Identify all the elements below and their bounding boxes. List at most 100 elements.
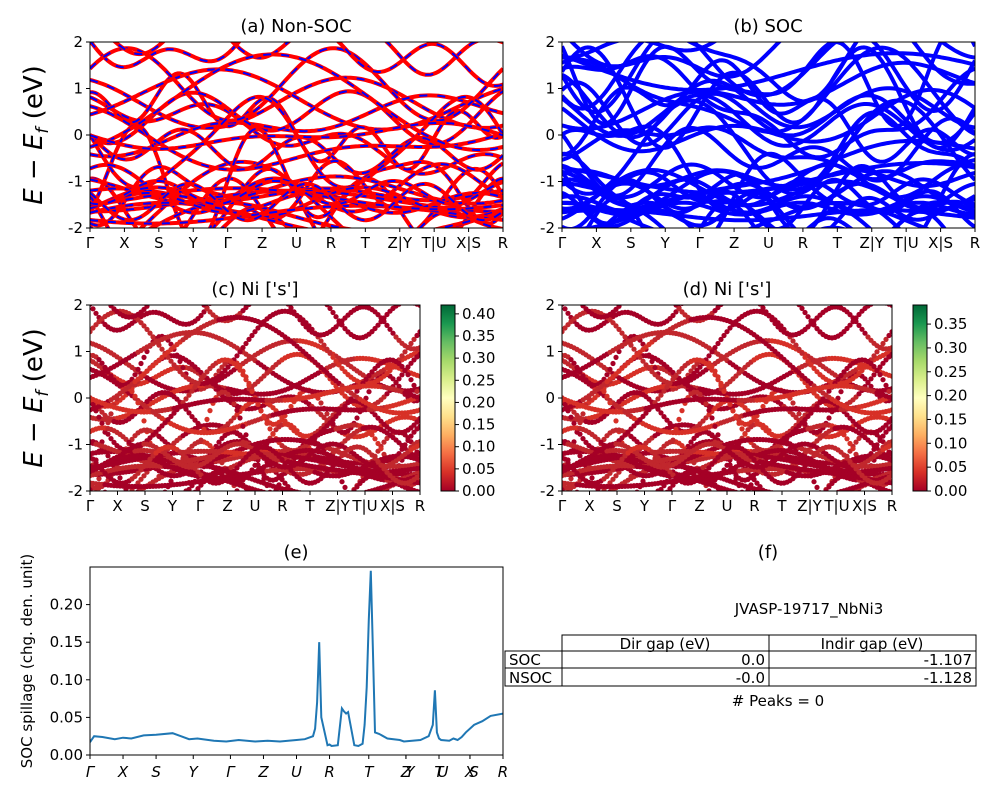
band-point xyxy=(775,291,780,296)
band-point xyxy=(354,415,360,421)
y-tick-label: 0 xyxy=(545,126,555,144)
band-point xyxy=(787,515,792,520)
band-point xyxy=(811,529,816,534)
band-point xyxy=(264,502,269,507)
band-point xyxy=(321,342,327,348)
band-point xyxy=(105,431,111,437)
band-point xyxy=(180,502,185,507)
band-point xyxy=(96,506,101,511)
panel-f-title: (f) xyxy=(758,542,778,563)
band-point xyxy=(90,306,96,312)
band-point xyxy=(267,491,272,496)
band-point xyxy=(99,360,105,366)
band-point xyxy=(126,521,131,526)
band-dash xyxy=(90,159,503,227)
band-point xyxy=(240,458,246,464)
band-point xyxy=(156,499,161,504)
band-point xyxy=(880,506,885,511)
band-point xyxy=(228,472,234,478)
band-point xyxy=(318,493,323,498)
band-point xyxy=(871,372,877,378)
band-point xyxy=(294,313,300,319)
y-tick-label: 2 xyxy=(73,33,83,51)
band-point xyxy=(354,388,360,394)
band-point xyxy=(327,305,333,311)
band-point xyxy=(120,518,125,523)
band-point xyxy=(240,345,246,351)
band-point xyxy=(796,522,801,527)
band-point xyxy=(417,480,420,486)
band-point xyxy=(568,357,574,363)
band-point xyxy=(96,463,102,469)
band-point xyxy=(417,373,420,379)
band-ylabel-top: E − Ef (eV) xyxy=(19,65,53,205)
band-point xyxy=(369,432,375,438)
band-point xyxy=(183,499,188,504)
band-point xyxy=(706,272,711,277)
band-point xyxy=(279,457,285,463)
band-point xyxy=(417,395,420,401)
band-point xyxy=(141,323,147,329)
band-point xyxy=(159,510,164,515)
band-point xyxy=(393,334,399,340)
band-point xyxy=(868,376,874,382)
x-tick-label: X|S xyxy=(456,234,481,252)
band-point xyxy=(276,453,282,459)
band-point xyxy=(138,360,144,367)
band-point xyxy=(405,509,410,514)
band-point xyxy=(784,516,789,521)
band-point xyxy=(300,320,306,327)
band-point xyxy=(874,300,879,305)
band-point xyxy=(285,464,291,470)
band-point xyxy=(598,521,603,526)
x-tick-label: S xyxy=(154,234,164,252)
band-point xyxy=(330,463,336,469)
band-point xyxy=(156,290,161,295)
x-tick-label: Z xyxy=(729,234,739,252)
band-point xyxy=(192,417,198,423)
band-point xyxy=(631,509,636,514)
y-tick-label: 0 xyxy=(73,389,83,407)
band-line xyxy=(562,161,975,195)
band-point xyxy=(297,317,303,323)
x-tick-label: X xyxy=(591,234,601,252)
panel-b-title: (b) SOC xyxy=(733,16,802,37)
band-point xyxy=(168,358,174,364)
band-point xyxy=(105,420,111,426)
band-point xyxy=(877,300,882,305)
band-point xyxy=(279,472,285,478)
band-point xyxy=(405,437,411,443)
band-point xyxy=(135,521,140,526)
band-point xyxy=(381,524,386,529)
band-point xyxy=(324,522,329,527)
band-point xyxy=(384,523,389,528)
x-tick-label: S xyxy=(626,234,636,252)
x-tick-label: T xyxy=(360,234,371,252)
band-point xyxy=(312,292,317,297)
y-tick-label: 2 xyxy=(73,296,83,314)
band-point xyxy=(324,346,330,352)
band-point xyxy=(568,519,573,524)
band-point xyxy=(736,501,741,506)
band-point xyxy=(853,524,858,529)
band-point xyxy=(129,496,134,501)
x-tick-label: S xyxy=(140,497,150,515)
band-point xyxy=(318,512,323,517)
band-point xyxy=(96,476,102,482)
band-point xyxy=(354,532,359,537)
band-point xyxy=(390,519,395,524)
band-dash xyxy=(90,53,503,151)
band-point xyxy=(411,336,417,342)
band-point xyxy=(162,491,167,496)
band-point xyxy=(288,305,294,311)
band-point xyxy=(381,451,387,457)
band-point xyxy=(309,518,314,523)
band-point xyxy=(96,519,101,524)
y-tick-label: 1 xyxy=(545,80,555,98)
band-point xyxy=(294,511,299,516)
band-point xyxy=(138,520,143,525)
band-point xyxy=(90,329,93,335)
band-point xyxy=(417,345,420,351)
band-point xyxy=(856,523,861,528)
